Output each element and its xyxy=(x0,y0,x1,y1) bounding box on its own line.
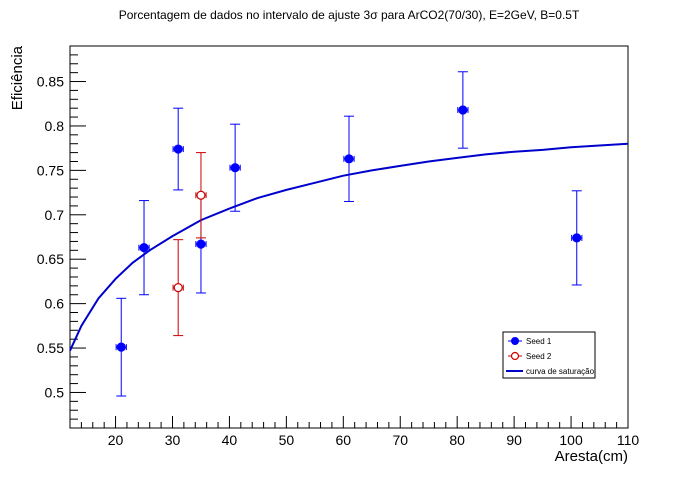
axes: 20 30 40 50 60 70 80 90 100 110 0.5 0.55 0.6 0.65 0.7 0… xyxy=(9,45,639,465)
x-axis-title: Aresta(cm) xyxy=(555,448,628,465)
seed1-point xyxy=(138,200,150,296)
y-tick-label: 0.7 xyxy=(45,207,65,223)
x-tick-label: 100 xyxy=(559,432,583,448)
chart-marks xyxy=(69,71,629,397)
plot-area-border xyxy=(69,45,629,429)
legend-curve-label: curva de saturação xyxy=(526,367,595,376)
y-tick-label: 0.85 xyxy=(37,74,64,90)
x-tick-label: 90 xyxy=(506,432,522,448)
legend-seed1-marker xyxy=(511,337,519,345)
seed2-marker xyxy=(196,190,206,200)
x-tick-label: 40 xyxy=(222,432,238,448)
seed1-point xyxy=(571,190,583,286)
y-tick-label: 0.55 xyxy=(37,340,64,356)
plot-frame xyxy=(69,45,629,429)
x-tick-label: 60 xyxy=(336,432,352,448)
x-tick-label: 70 xyxy=(392,432,408,448)
y-tick-label: 0.65 xyxy=(37,251,64,267)
y-axis-title: Eficiência xyxy=(9,45,26,110)
seed1-point xyxy=(172,107,184,191)
x-tick-label: 30 xyxy=(165,432,181,448)
y-tick-label: 0.5 xyxy=(45,384,65,400)
y-tick-label: 0.75 xyxy=(37,162,64,178)
seed1-marker xyxy=(196,239,206,249)
seed1-point xyxy=(229,123,241,212)
legend-seed2-label: Seed 2 xyxy=(526,352,552,361)
seed1-marker xyxy=(344,154,354,164)
seed2-point xyxy=(172,239,184,337)
saturation-curve xyxy=(69,142,629,352)
seed2-marker xyxy=(173,283,183,293)
legend-seed1-label: Seed 1 xyxy=(526,337,552,346)
seed1-marker xyxy=(139,243,149,253)
seed1-point xyxy=(343,115,355,202)
legend-seed2-marker xyxy=(510,351,520,361)
seed1-marker xyxy=(116,342,126,352)
seed1-point xyxy=(115,297,127,397)
x-tick-label: 110 xyxy=(617,432,640,448)
x-tick-label: 50 xyxy=(279,432,295,448)
seed1-point xyxy=(457,71,469,149)
seed1-marker xyxy=(458,105,468,115)
y-tick-label: 0.6 xyxy=(45,296,65,312)
legend: Seed 1 Seed 2 curva de saturação xyxy=(502,331,596,379)
chart-title: Porcentagem de dados no intervalo de aju… xyxy=(118,8,580,22)
x-tick-label: 80 xyxy=(449,432,465,448)
x-tick-label: 20 xyxy=(108,432,124,448)
seed1-marker xyxy=(173,144,183,154)
seed1-marker xyxy=(230,163,240,173)
seed1-marker xyxy=(572,233,582,243)
seed2-point xyxy=(195,152,207,239)
y-tick-label: 0.8 xyxy=(45,118,65,134)
